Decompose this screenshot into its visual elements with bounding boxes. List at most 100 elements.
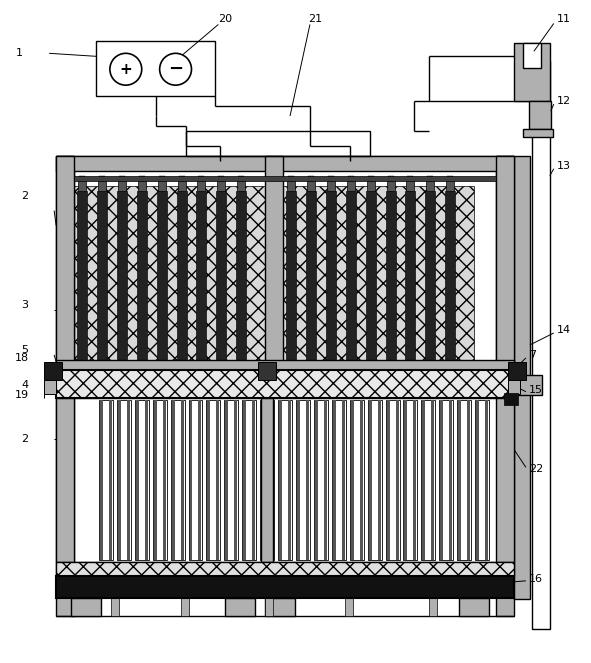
Bar [496,156,514,616]
Bar [186,131,369,156]
Bar [369,400,372,560]
Bar [225,400,238,560]
Bar [78,179,86,191]
Bar [225,400,228,560]
Bar [44,362,62,380]
Bar [407,179,414,191]
Bar [119,176,125,181]
Bar [395,400,398,560]
Text: +: + [119,62,132,77]
Bar [44,380,56,394]
Bar [74,176,496,181]
Bar [118,400,121,560]
Text: 1: 1 [17,48,23,58]
Bar [217,179,225,191]
Bar [138,179,146,191]
Text: 3: 3 [21,300,28,310]
Bar [218,176,225,181]
Bar [109,400,112,560]
Bar [368,400,382,560]
Bar [514,156,530,599]
Bar [252,400,255,560]
Bar [56,360,514,370]
Bar [189,400,203,560]
Bar [350,400,354,560]
Bar [56,156,74,616]
Bar [288,176,294,181]
Bar [327,179,335,191]
Text: 13: 13 [557,161,571,171]
Bar [236,191,246,368]
Bar [99,400,113,560]
Bar [207,400,210,560]
Bar [288,400,291,560]
Bar [348,176,354,181]
Bar [71,598,101,616]
Bar [261,400,264,560]
Bar [117,400,131,560]
Bar [177,191,187,368]
Text: 21: 21 [308,15,322,25]
Bar [326,191,336,368]
Text: 18: 18 [15,353,30,363]
Bar [135,400,149,560]
Bar [508,362,526,380]
Bar [315,400,318,560]
Bar [79,176,85,181]
Bar [314,400,328,560]
Bar [368,176,374,181]
Bar [190,400,193,560]
Bar [237,179,245,191]
Bar [206,400,220,560]
Text: 16: 16 [529,574,543,584]
Text: 14: 14 [557,325,571,335]
Bar [154,400,157,560]
Bar [449,400,452,560]
Bar [426,191,436,368]
Bar [385,400,400,560]
Bar [171,400,174,560]
Circle shape [160,53,191,85]
Bar [216,400,219,560]
Bar [225,598,255,616]
Bar [508,375,542,394]
Bar [279,400,282,560]
Text: 22: 22 [529,464,543,474]
Bar [99,176,105,181]
Bar [430,598,437,616]
Bar [157,191,167,368]
Bar [366,179,375,191]
Bar [197,179,206,191]
Bar [234,400,237,560]
Bar [414,400,417,560]
Bar [199,400,202,560]
Bar [180,598,189,616]
Bar [77,191,87,368]
Bar [308,176,314,181]
Bar [261,398,273,562]
Bar [152,400,167,560]
Bar [350,400,363,560]
Bar [286,191,296,368]
Text: 19: 19 [15,390,30,400]
Bar [532,61,550,629]
Bar [287,179,295,191]
Bar [265,598,295,616]
Bar [258,362,276,380]
Bar [423,400,426,560]
Bar [523,129,553,137]
Bar [260,400,274,560]
Bar [307,179,315,191]
Bar [421,400,436,560]
Bar [328,176,334,181]
Text: 15: 15 [529,385,543,394]
Bar [136,400,139,560]
Bar [426,179,434,191]
Bar [360,400,363,560]
Bar [137,191,147,368]
Bar [242,400,256,560]
Bar [467,400,470,560]
Bar [475,400,489,560]
Bar [171,400,184,560]
Bar [345,598,353,616]
